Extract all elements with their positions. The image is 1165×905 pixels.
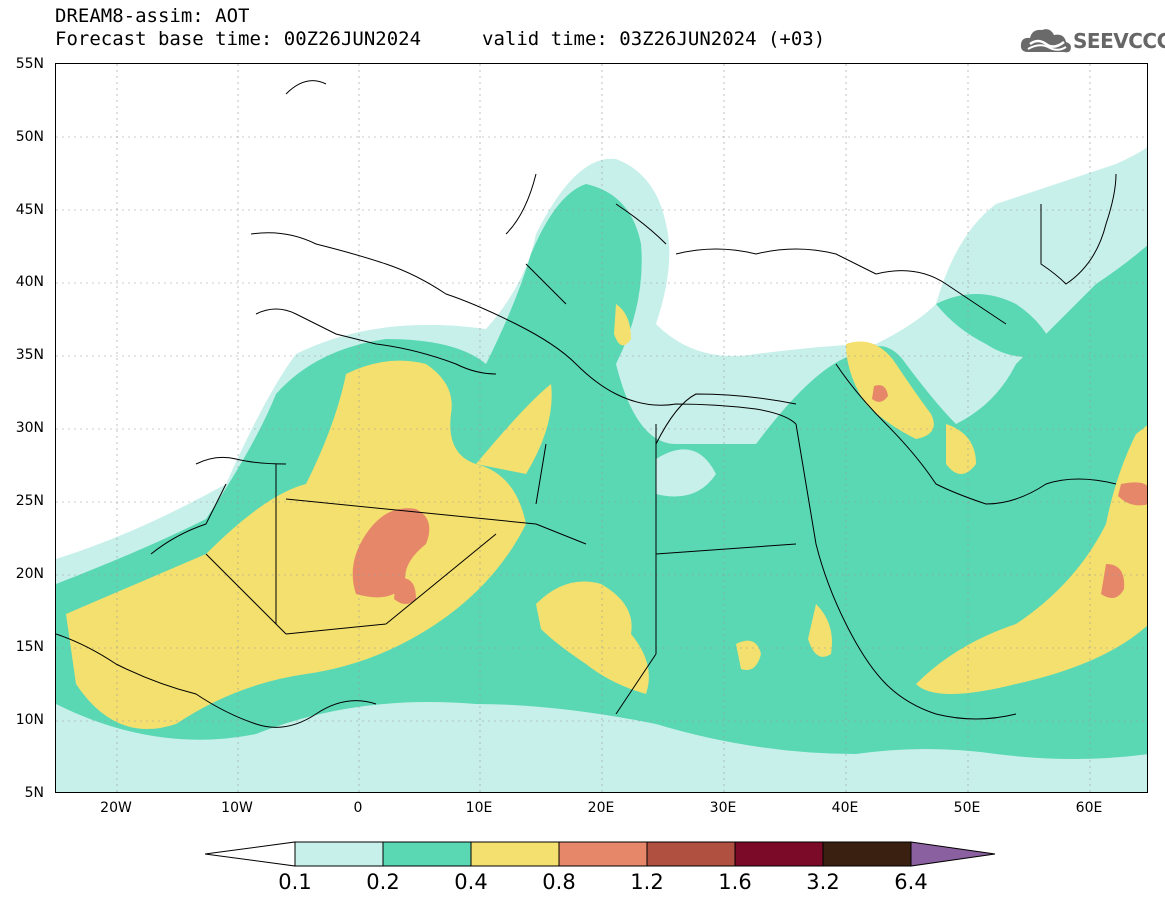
colorbar-label: 0.1 bbox=[278, 870, 312, 894]
lat-label: 15N bbox=[15, 639, 44, 655]
forecast-base-time: Forecast base time: 00Z26JUN2024 bbox=[55, 28, 422, 50]
lat-label: 35N bbox=[15, 347, 44, 363]
map-title: DREAM8-assim: AOT bbox=[55, 5, 250, 27]
lon-label: 10E bbox=[465, 800, 493, 816]
lon-label: 40E bbox=[831, 800, 859, 816]
lat-label: 50N bbox=[15, 129, 44, 145]
lat-label: 10N bbox=[15, 712, 44, 728]
colorbar-label: 0.2 bbox=[366, 870, 400, 894]
lat-label: 25N bbox=[15, 493, 44, 509]
colorbar-label: 0.8 bbox=[542, 870, 576, 894]
colorbar-label: 1.2 bbox=[630, 870, 664, 894]
lon-label: 30E bbox=[709, 800, 737, 816]
colorbar bbox=[205, 841, 996, 867]
lon-label: 10W bbox=[221, 800, 253, 816]
colorbar-swatch bbox=[382, 841, 472, 867]
colorbar-over-arrow bbox=[910, 841, 996, 867]
seevccc-logo: SEEVCCC bbox=[1018, 24, 1165, 58]
lat-label: 40N bbox=[15, 274, 44, 290]
colorbar-under-arrow bbox=[205, 841, 296, 867]
lat-label: 30N bbox=[15, 420, 44, 436]
cloud-icon bbox=[1020, 29, 1071, 53]
colorbar-label: 1.6 bbox=[718, 870, 752, 894]
lat-label: 5N bbox=[24, 785, 44, 801]
colorbar-label: 6.4 bbox=[894, 870, 928, 894]
aot-band-0.4 bbox=[66, 304, 1147, 729]
colorbar-swatch bbox=[646, 841, 736, 867]
colorbar-swatch bbox=[734, 841, 824, 867]
aot-band-0.8 bbox=[352, 385, 1147, 604]
logo-text: SEEVCCC bbox=[1073, 29, 1165, 53]
lat-label: 55N bbox=[15, 56, 44, 72]
map-canvas bbox=[56, 64, 1147, 792]
aot-map bbox=[55, 63, 1148, 793]
colorbar-swatch bbox=[558, 841, 648, 867]
graticule bbox=[56, 64, 1147, 792]
lon-label: 20E bbox=[587, 800, 615, 816]
lat-label: 45N bbox=[15, 202, 44, 218]
colorbar-label: 3.2 bbox=[806, 870, 840, 894]
lon-label: 60E bbox=[1075, 800, 1103, 816]
lon-label: 50E bbox=[953, 800, 981, 816]
lon-label: 20W bbox=[100, 800, 132, 816]
colorbar-swatch bbox=[294, 841, 384, 867]
lon-label: 0 bbox=[353, 800, 363, 816]
colorbar-swatch bbox=[822, 841, 912, 867]
colorbar-swatch bbox=[470, 841, 560, 867]
coastlines bbox=[56, 80, 1117, 728]
valid-time: valid time: 03Z26JUN2024 (+03) bbox=[482, 28, 826, 50]
lat-label: 20N bbox=[15, 566, 44, 582]
colorbar-label: 0.4 bbox=[454, 870, 488, 894]
